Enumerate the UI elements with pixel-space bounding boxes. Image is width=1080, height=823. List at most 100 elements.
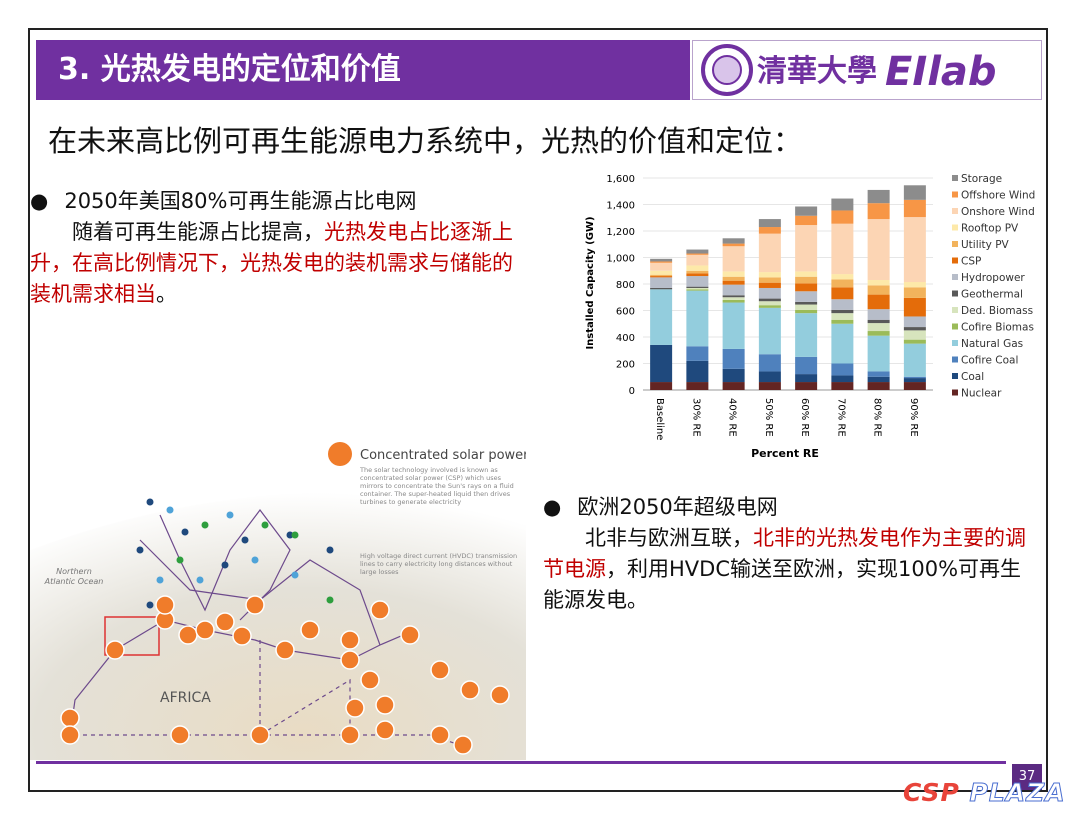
bar-segment [867,331,890,336]
bar-segment [795,206,818,216]
slide-frame [28,28,1048,792]
bar-segment [831,287,854,300]
csp-plant [178,625,198,645]
bar-segment [722,284,745,296]
legend-label: Offshore Wind [961,190,1035,202]
bar-segment [795,271,818,277]
csp-plant [460,680,480,700]
bar-segment [722,243,745,247]
csp-plant [215,612,235,632]
bar-segment [867,319,890,324]
x-tick-label: Baseline [654,398,665,440]
bar-segment [722,276,745,281]
map-label: Northern Atlantic Ocean [45,567,104,586]
csp-plant [375,695,395,715]
y-tick-label: 400 [616,333,635,344]
page-number: 37 [1012,764,1042,790]
power-node [326,546,334,554]
x-tick-label: 80% RE [872,398,883,437]
legend-label: Utility PV [961,239,1010,251]
power-node [261,521,269,529]
bar-segment [903,297,926,317]
bar-segment [758,371,781,383]
csp-plant [245,595,265,615]
bar-segment [686,290,709,347]
bullet-text: 随着可再生能源占比提高，光热发电占比逐渐上升，在高比例情况下，光热发电的装机需求… [30,217,525,310]
legend-swatch [952,241,958,247]
bar-segment [758,354,781,372]
bar-segment [686,249,709,254]
bar-segment [795,283,818,292]
csp-plant [400,625,420,645]
legend-label: Storage [961,173,1002,185]
bar-segment [903,327,926,331]
text-segment: 北非的光热发电作为主要的调节电源 [543,526,1026,581]
power-node [176,556,184,564]
y-tick-label: 800 [616,280,635,291]
csp-plant [155,595,175,615]
bar-segment [867,203,890,220]
bar-segment [831,375,854,383]
csp-plant [340,630,360,650]
bar-segment [795,313,818,357]
bar-segment [758,301,781,306]
legend-swatch [952,224,958,231]
bar-segment [758,277,781,283]
watermark-second: PLAZA [969,778,1066,808]
bar-segment [903,339,926,344]
bar-segment [867,335,890,372]
legend-label: Ded. Biomass [961,305,1033,317]
bar-segment [650,274,673,277]
text-segment: 。 [156,282,177,306]
x-tick-label: 90% RE [908,398,919,437]
power-node [326,596,334,604]
power-node [226,511,234,519]
x-tick-label: 40% RE [727,398,738,437]
map-land [30,492,526,760]
hvdc-line [69,619,416,736]
legend-swatch [952,274,958,280]
power-node [251,556,259,564]
bar-segment [722,348,745,369]
bar-segment [795,304,818,310]
bar-segment [686,270,709,274]
bar-segment [650,287,673,290]
legend-swatch [952,257,958,264]
bar-segment [795,276,818,284]
bar-segment [722,299,745,303]
legend-icon [328,442,352,466]
bar-segment [722,238,745,244]
power-node [286,531,294,539]
bar-segment [686,276,709,287]
power-node [146,498,154,506]
csp-plant [105,640,125,660]
csp-plant [232,626,252,646]
csp-plant [370,600,390,620]
map-note-text: High voltage direct current (HVDC) trans… [360,552,518,576]
csp-plant [430,725,450,745]
hvdc-line [159,509,291,621]
bar-segment [650,344,673,383]
y-tick-label: 1,200 [606,227,635,238]
bar-segment [903,376,926,379]
bar-segment [795,301,818,305]
bar-segment [903,185,926,200]
y-tick-label: 200 [616,360,635,371]
legend-label: Geothermal [961,289,1023,301]
bar-segment [650,270,673,275]
csp-plant [490,685,510,705]
bar-segment [686,254,709,266]
legend-swatch [952,208,958,214]
bar-segment [903,378,926,383]
bar-segment [831,210,854,224]
legend-swatch [952,307,958,313]
logo-text: 清華大學 [757,54,877,89]
legend-swatch [952,340,958,346]
bar-segment [686,286,709,288]
bar-segment [867,376,890,383]
bar-segment [686,360,709,383]
y-axis-title: Installed Capacity (GW) [585,216,596,349]
lab-name: EIlab [885,49,997,95]
power-node [146,601,154,609]
